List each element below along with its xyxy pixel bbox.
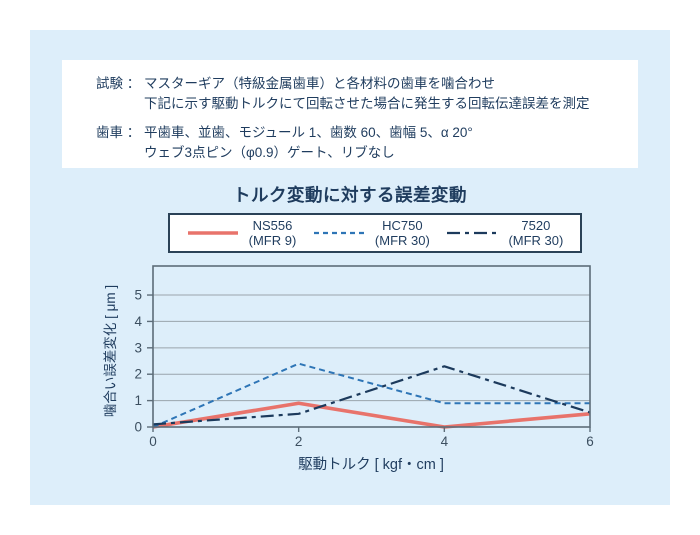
legend-series-name: NS556 — [252, 218, 293, 233]
y-tick-label: 4 — [134, 314, 142, 329]
test-conditions-box: 試験 ： マスターギア（特級金属歯車）と各材料の歯車を噛合わせ 下記に示す駆動ト… — [62, 60, 638, 168]
legend-label: HC750 (MFR 30) — [375, 218, 430, 248]
legend-item-ns556: NS556 (MFR 9) — [187, 218, 297, 248]
y-tick-label: 2 — [134, 367, 142, 382]
torque-error-line-chart: 0 1 2 3 4 5 0 2 4 6 駆動トルク [ kgf・cm ] 噛合い誤差変化 [ μm… — [102, 265, 594, 473]
series-line-ns556 — [152, 401, 591, 429]
y-axis-label: 噛合い誤差変化 [ μm ] — [102, 285, 118, 417]
info-line: 下記に示す駆動トルクにて回転させた場合に発生する回転伝達誤差を測定 — [144, 96, 590, 111]
x-axis-label: 駆動トルク [ kgf・cm ] — [298, 456, 444, 473]
series-lines — [152, 362, 591, 429]
plot-border — [152, 265, 591, 428]
content-panel: 試験 ： マスターギア（特級金属歯車）と各材料の歯車を噛合わせ 下記に示す駆動ト… — [30, 30, 670, 505]
legend-item-hc750: HC750 (MFR 30) — [313, 218, 430, 248]
info-label-test: 試験 ： — [96, 76, 141, 91]
x-tick-label: 2 — [295, 434, 303, 449]
info-row-gear: 歯車 ： 平歯車、並歯、モジュール 1、歯数 60、歯幅 5、α 20° ウェブ… — [96, 123, 628, 163]
legend-label: NS556 (MFR 9) — [249, 218, 297, 248]
y-tick-label: 1 — [134, 393, 142, 408]
info-text-test: マスターギア（特級金属歯車）と各材料の歯車を噛合わせ 下記に示す駆動トルクにて回… — [144, 74, 628, 114]
legend-series-name: HC750 — [382, 218, 423, 233]
legend-item-7520: 7520 (MFR 30) — [446, 218, 563, 248]
x-tick-label: 4 — [441, 434, 449, 449]
info-line: 平歯車、並歯、モジュール 1、歯数 60、歯幅 5、α 20° — [144, 125, 473, 140]
info-line: ウェブ3点ピン（φ0.9）ゲート、リブなし — [144, 145, 395, 160]
legend-line-swatch-dashed-icon — [313, 231, 364, 235]
gridlines — [153, 294, 590, 402]
legend-line-swatch-dashdot-icon — [447, 231, 498, 235]
info-row-test: 試験 ： マスターギア（特級金属歯車）と各材料の歯車を噛合わせ 下記に示す駆動ト… — [96, 74, 628, 114]
axis-ticks — [147, 294, 591, 432]
y-tick-label: 3 — [134, 340, 142, 355]
tick-labels: 0 1 2 3 4 5 0 2 4 6 — [134, 288, 593, 449]
series-line-hc750 — [152, 362, 590, 428]
info-label-gear: 歯車 ： — [96, 125, 141, 140]
chart-legend: NS556 (MFR 9) HC750 (MFR 30) 7520 (MFR 3… — [168, 213, 582, 253]
series-line-7520 — [152, 365, 591, 426]
y-tick-label: 5 — [134, 288, 142, 303]
legend-line-swatch-solid-icon — [187, 231, 238, 235]
info-text-gear: 平歯車、並歯、モジュール 1、歯数 60、歯幅 5、α 20° ウェブ3点ピン（… — [144, 123, 628, 163]
legend-series-mfr: (MFR 30) — [508, 233, 564, 248]
legend-series-mfr: (MFR 30) — [374, 233, 430, 248]
legend-label: 7520 (MFR 30) — [508, 218, 563, 248]
info-line: マスターギア（特級金属歯車）と各材料の歯車を噛合わせ — [144, 76, 495, 91]
chart-title: トルク変動に対する誤差変動 — [233, 185, 467, 205]
legend-series-mfr: (MFR 9) — [248, 233, 297, 248]
y-tick-label: 0 — [134, 420, 142, 435]
x-tick-label: 0 — [149, 434, 157, 449]
x-tick-label: 6 — [586, 434, 594, 449]
legend-series-name: 7520 — [521, 218, 551, 233]
